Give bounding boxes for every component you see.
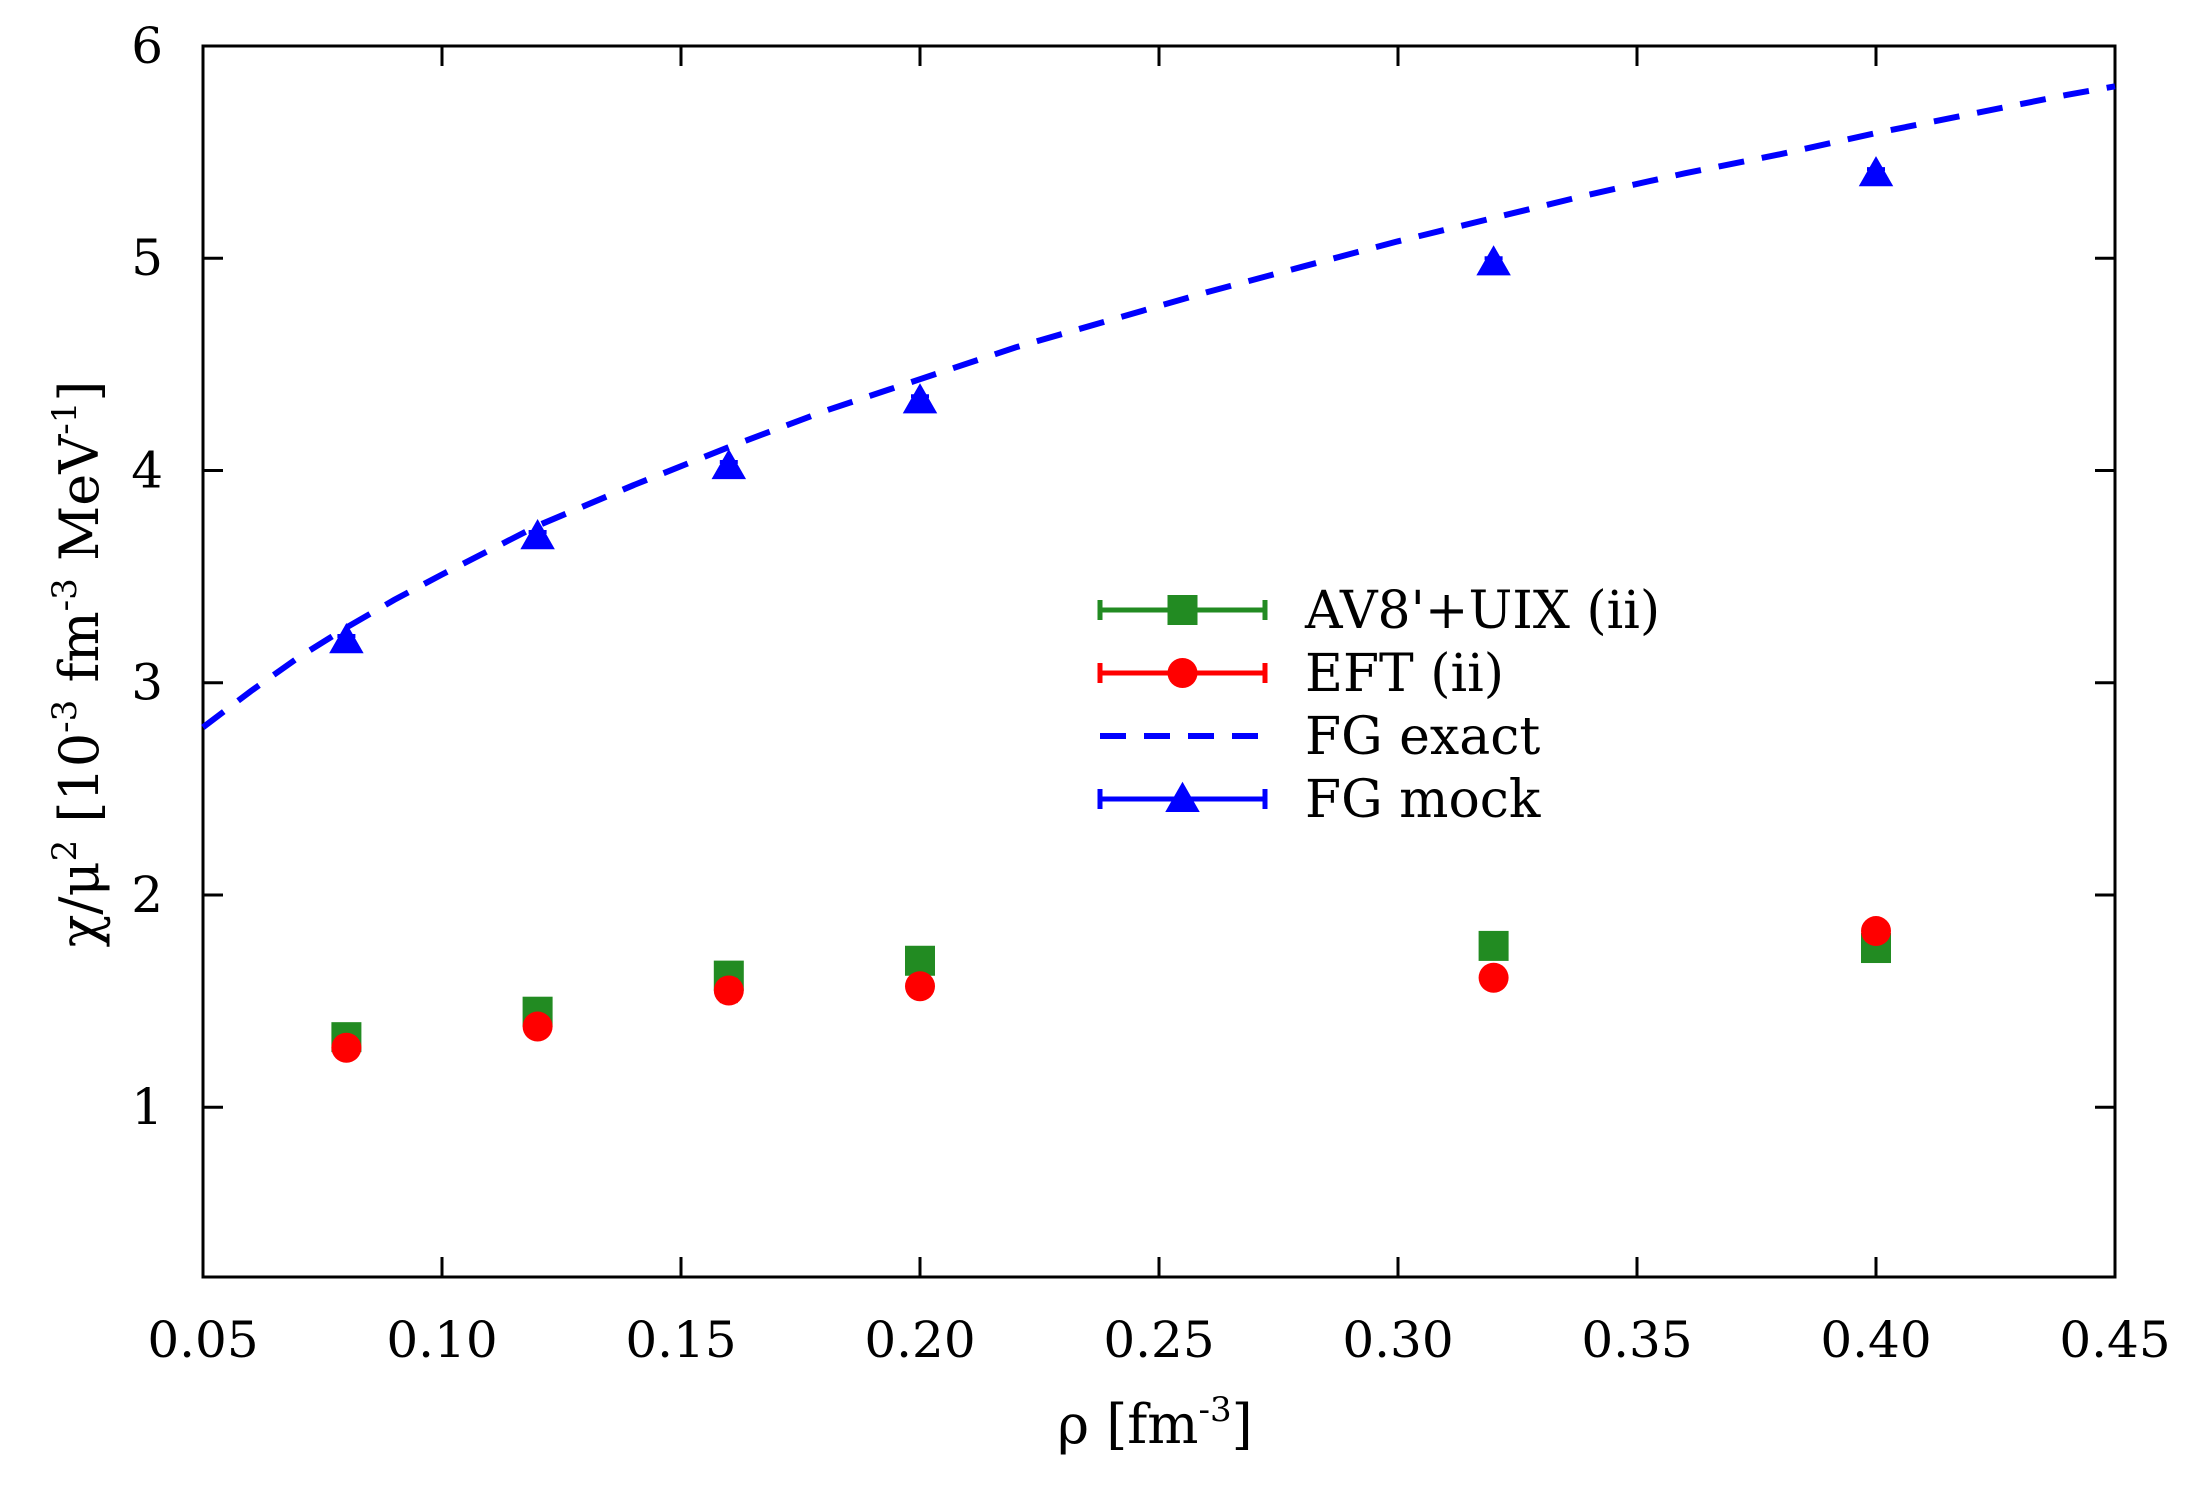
legend-sample-av8-uix: [1097, 595, 1268, 625]
point-fg-mock: [1476, 245, 1511, 276]
legend-marker-eft: [1167, 658, 1198, 688]
series-eft: [331, 916, 1891, 1063]
legend: AV8'+UIX (ii) EFT (ii) FG exact FG mock: [1097, 581, 1660, 830]
point-fg-mock: [329, 623, 364, 654]
point-fg-mock: [902, 383, 938, 414]
legend-sample-eft: [1097, 658, 1268, 688]
legend-sample-fg-mock: [1097, 781, 1268, 812]
x-tick-label: 0.25: [1103, 1311, 1214, 1369]
x-tick-label: 0.35: [1581, 1311, 1692, 1369]
y-axis-title-part1: χ/μ: [48, 861, 111, 947]
legend-marker-fg-mock: [1165, 781, 1200, 812]
y-tick-label: 6: [131, 17, 163, 75]
y-axis-title-sup2: -3: [45, 700, 85, 733]
y-axis-title: χ/μ2 [10-3 fm-3 MeV-1]: [45, 381, 111, 948]
series-av8-uix: [331, 930, 1891, 1053]
x-axis-title-main: ρ [fm: [1057, 1393, 1198, 1456]
y-axis-title-sup3: -3: [45, 578, 85, 611]
x-tick-label: 0.15: [625, 1311, 736, 1369]
point-eft: [522, 1011, 553, 1042]
x-tick-label: 0.10: [386, 1311, 497, 1369]
legend-label-fg-mock: FG mock: [1305, 770, 1541, 830]
y-axis-title-sup1: 2: [45, 840, 85, 862]
legend-marker-av8-uix: [1167, 595, 1198, 625]
legend-label-eft: EFT (ii): [1305, 644, 1504, 704]
y-tick-label: 5: [131, 229, 163, 287]
point-eft: [331, 1032, 362, 1063]
y-axis-title-part4: MeV: [48, 434, 111, 578]
point-fg-mock: [520, 519, 555, 550]
y-axis-title-part2: [10: [48, 733, 111, 840]
plot-frame-layer: [201, 44, 2117, 1279]
x-tick-label: 0.30: [1342, 1311, 1453, 1369]
y-axis-title-part3: fm: [48, 611, 111, 699]
point-eft: [905, 971, 935, 1002]
x-tick-label: 0.45: [2059, 1311, 2170, 1369]
y-tick-label: 3: [131, 654, 163, 712]
legend-label-av8-uix: AV8'+UIX (ii): [1304, 581, 1660, 641]
x-tick-label: 0.40: [1820, 1311, 1931, 1369]
legend-label-fg-exact: FG exact: [1305, 707, 1540, 767]
point-eft: [713, 975, 744, 1006]
point-eft: [1478, 962, 1509, 993]
x-axis-title-end: ]: [1232, 1393, 1253, 1456]
point-av8-uix: [1478, 930, 1509, 961]
series-fg-exact: [201, 83, 2116, 730]
point-av8-uix: [905, 945, 935, 976]
tick-layer: 0.05 0.10 0.15 0.20 0.25 0.30 0.35 0.40 0.45 1 2 3 4…: [131, 17, 2170, 1369]
y-axis-title-part5: ]: [48, 381, 111, 402]
series-layer: [201, 83, 2116, 1063]
series-fg-mock: [329, 156, 1894, 654]
x-tick-label: 0.20: [864, 1311, 975, 1369]
y-tick-label: 2: [131, 866, 163, 924]
point-fg-mock: [711, 448, 747, 480]
point-fg-mock: [1858, 156, 1894, 187]
point-eft: [1861, 916, 1891, 947]
plot-border: [201, 44, 2117, 1279]
line-fg-exact: [201, 83, 2116, 730]
y-tick-label: 4: [131, 441, 163, 499]
x-axis-title-sup: -3: [1198, 1390, 1231, 1430]
y-axis-title-sup4: -1: [45, 402, 85, 435]
x-tick-label: 0.05: [147, 1311, 258, 1369]
x-axis-title: ρ [fm-3]: [1057, 1390, 1252, 1456]
y-tick-label: 1: [131, 1078, 163, 1136]
